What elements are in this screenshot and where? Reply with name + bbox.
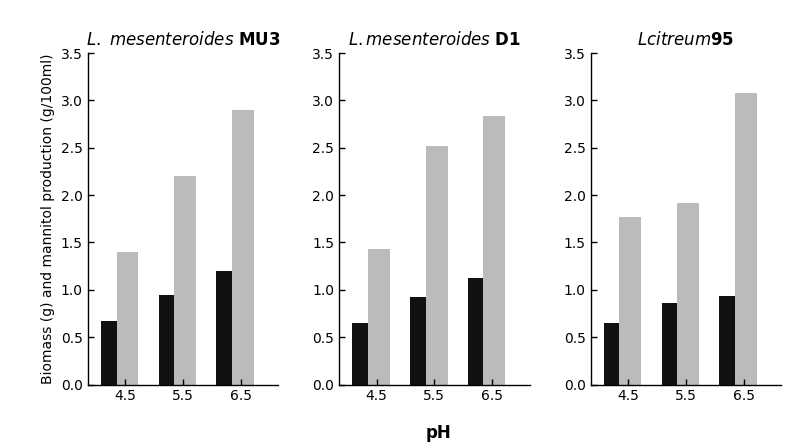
Title: $\bf{\it{L}}$$\bf{\it{citreum}}$$\bf{95}$: $\bf{\it{L}}$$\bf{\it{citreum}}$$\bf{95}… <box>637 30 735 49</box>
Bar <box>677 203 699 385</box>
Bar <box>368 249 390 385</box>
Bar <box>468 278 490 385</box>
Bar <box>159 294 181 385</box>
Title: $\bf{\it{L.}}$ $\bf{\it{mesenteroides}}$ $\bf{MU3}$: $\bf{\it{L.}}$ $\bf{\it{mesenteroides}}$… <box>86 30 280 49</box>
Bar <box>720 297 741 385</box>
Bar <box>735 93 757 385</box>
Bar <box>604 323 626 385</box>
Title: $\bf{\it{L.mesenteroides}}$ $\bf{D1}$: $\bf{\it{L.mesenteroides}}$ $\bf{D1}$ <box>348 30 520 49</box>
Bar <box>410 297 432 385</box>
Bar <box>232 110 254 385</box>
Bar <box>426 146 448 385</box>
Bar <box>217 271 238 385</box>
Text: pH: pH <box>426 423 451 442</box>
Y-axis label: Biomass (g) and mannitol production (g/100ml): Biomass (g) and mannitol production (g/1… <box>41 53 55 384</box>
Bar <box>116 252 139 385</box>
Bar <box>175 176 196 385</box>
Bar <box>662 303 684 385</box>
Bar <box>484 117 505 385</box>
Bar <box>352 323 375 385</box>
Bar <box>101 321 123 385</box>
Bar <box>619 217 642 385</box>
